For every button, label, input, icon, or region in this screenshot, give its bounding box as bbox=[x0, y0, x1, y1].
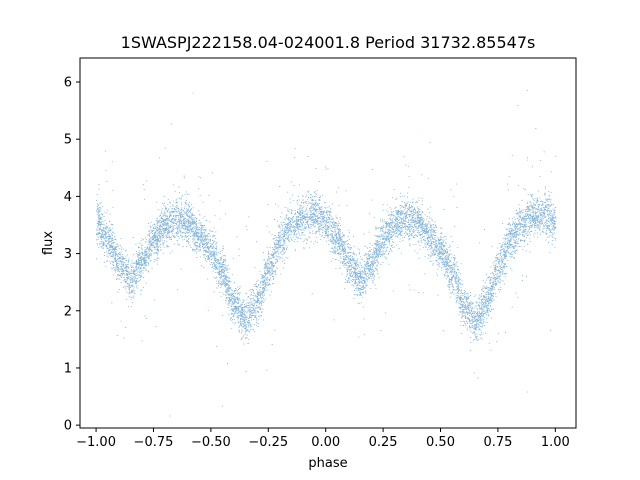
x-tick-label: 0.25 bbox=[369, 435, 398, 450]
y-axis-ticks: 0 1 2 3 4 5 6 bbox=[64, 76, 80, 434]
y-tick-label: 6 bbox=[64, 76, 72, 91]
y-tick-label: 0 bbox=[64, 419, 72, 434]
x-axis-ticks: −1.00 −0.75 −0.50 −0.25 0.00 0.25 0.50 0.75 1.00 bbox=[76, 428, 570, 450]
x-tick-label: 1.00 bbox=[541, 435, 570, 450]
y-tick-label: 3 bbox=[64, 247, 72, 262]
x-tick-label: −0.50 bbox=[191, 435, 231, 450]
x-tick-label: 0.75 bbox=[483, 435, 512, 450]
x-tick-label: −1.00 bbox=[76, 435, 116, 450]
y-tick-label: 1 bbox=[64, 361, 72, 376]
y-tick-label: 2 bbox=[64, 304, 72, 319]
x-tick-label: −0.25 bbox=[248, 435, 288, 450]
chart-title: 1SWASPJ222158.04-024001.8 Period 31732.8… bbox=[121, 33, 536, 52]
y-tick-label: 5 bbox=[64, 133, 72, 148]
y-tick-label: 4 bbox=[64, 190, 72, 205]
flux-data-points bbox=[96, 89, 557, 417]
x-axis-label: phase bbox=[308, 456, 347, 471]
y-axis-label: flux bbox=[41, 231, 56, 255]
scatter-points bbox=[96, 89, 557, 417]
plot-frame bbox=[79, 57, 577, 429]
x-tick-label: −0.75 bbox=[134, 435, 174, 450]
x-tick-label: 0.50 bbox=[426, 435, 455, 450]
x-tick-label: 0.00 bbox=[311, 435, 340, 450]
